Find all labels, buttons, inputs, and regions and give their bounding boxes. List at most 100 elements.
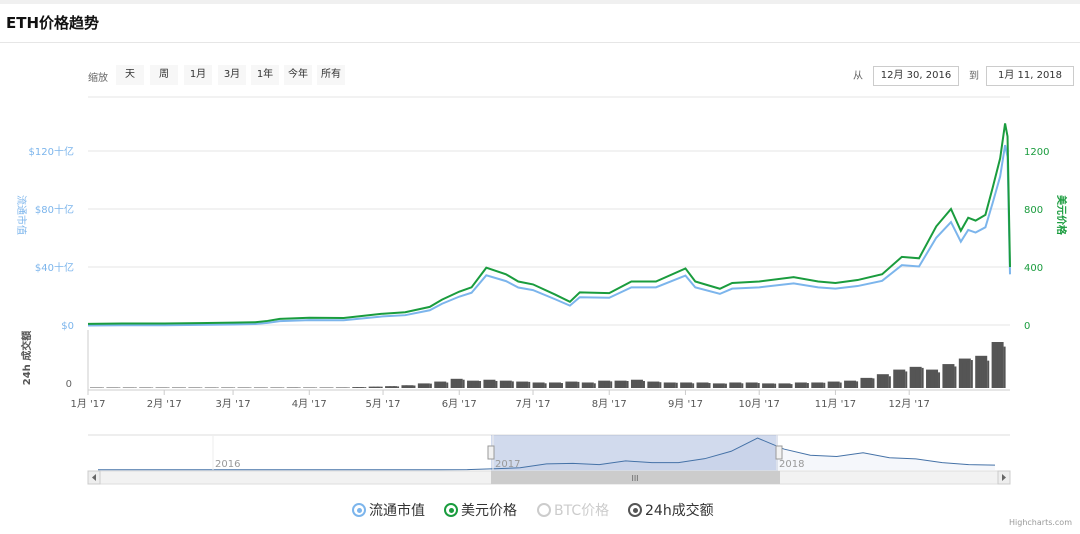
volume-bar — [946, 365, 949, 388]
volume-bar — [638, 380, 641, 388]
volume-bar — [602, 381, 605, 388]
volume-bar — [934, 370, 937, 388]
volume-bar — [577, 381, 580, 388]
volume-bar — [802, 383, 805, 388]
volume-bar — [667, 383, 670, 388]
volume-bar — [507, 381, 510, 388]
legend-market-cap[interactable]: 流通市值 — [352, 500, 425, 520]
volume-bar — [864, 379, 867, 388]
legend-price[interactable]: 美元价格 — [444, 500, 517, 520]
top-bar — [0, 0, 1080, 4]
volume-bar — [688, 382, 691, 388]
radio-icon — [444, 503, 458, 517]
volume-bar — [389, 386, 392, 388]
market-cap-line — [87, 144, 1011, 327]
volume-bar — [704, 383, 707, 388]
zoom-ytd-button[interactable]: 今年 — [284, 65, 312, 85]
volume-bar — [573, 382, 576, 388]
volume-bar — [806, 383, 809, 388]
volume-bar — [626, 381, 629, 388]
volume-bar — [524, 382, 527, 388]
navigator-handle[interactable] — [487, 445, 495, 460]
volume-bar — [819, 383, 822, 388]
volume-bar — [815, 383, 818, 388]
navigator-year-label: 2018 — [779, 459, 804, 470]
volume-bar — [872, 378, 875, 388]
range-to-input[interactable]: 1月 11, 2018 — [986, 66, 1074, 86]
volume-bar — [905, 371, 908, 388]
zoom-week-button[interactable]: 周 — [150, 65, 178, 85]
volume-bar — [913, 370, 916, 388]
volume-bar — [766, 384, 769, 388]
legend-volume[interactable]: 24h成交额 — [628, 500, 714, 520]
volume-bar — [376, 386, 379, 388]
volume-bar — [770, 383, 773, 388]
volume-bar — [979, 359, 982, 388]
arrow-right-icon — [1002, 474, 1006, 481]
navigator-year-label: 2016 — [215, 459, 240, 470]
legend-label: BTC价格 — [554, 503, 610, 519]
right-axis-tick: 0 — [1024, 321, 1030, 332]
volume-bar — [757, 383, 760, 388]
navigator-handle[interactable] — [775, 445, 783, 460]
left-axis-tick: $0 — [61, 321, 74, 332]
navigator-year-label: 2017 — [495, 459, 520, 470]
zoom-1m-button[interactable]: 1月 — [184, 65, 212, 85]
volume-bar — [651, 381, 654, 388]
legend-label: 24h成交额 — [645, 503, 714, 519]
volume-bar — [356, 387, 359, 388]
divider — [0, 42, 1080, 43]
x-axis-tick: 6月 '17 — [442, 398, 477, 410]
zoom-day-button[interactable]: 天 — [116, 65, 144, 85]
zoom-1y-button[interactable]: 1年 — [251, 65, 279, 85]
right-axis-tick: 400 — [1024, 263, 1043, 274]
legend-btc-price[interactable]: BTC价格 — [537, 500, 609, 520]
highcharts-credit[interactable]: Highcharts.com — [1009, 518, 1072, 527]
volume-bar — [458, 380, 461, 388]
volume-bar — [987, 360, 990, 388]
volume-bar — [380, 386, 383, 388]
volume-bar — [930, 371, 933, 388]
volume-bar — [393, 386, 396, 388]
volume-bar — [983, 357, 986, 388]
x-axis-tick: 4月 '17 — [292, 398, 327, 410]
zoom-all-button[interactable]: 所有 — [317, 65, 345, 85]
left-axis-tick: $120十亿 — [29, 145, 74, 158]
volume-bar — [634, 380, 637, 388]
volume-bar — [856, 381, 859, 388]
volume-bar — [839, 382, 842, 388]
navigator-area — [98, 438, 995, 470]
volume-bar — [753, 383, 756, 388]
volume-bar — [372, 386, 375, 388]
volume-bar — [852, 381, 855, 388]
volume-bar — [421, 384, 424, 388]
right-axis-tick: 1200 — [1024, 147, 1049, 158]
x-axis-tick: 7月 '17 — [516, 398, 551, 410]
volume-bar — [716, 384, 719, 388]
volume-bar — [442, 381, 445, 388]
volume-bar — [446, 382, 449, 388]
volume-bar — [495, 380, 498, 388]
price-chart: 0 $0 400 $40十亿 800 $80十亿 1200 $120十亿 1月 '17 2月 '1… — [15, 96, 1068, 485]
volume-bar — [589, 382, 592, 388]
scrollbar-thumb[interactable] — [491, 471, 780, 484]
volume-bar — [503, 381, 506, 388]
range-from-input[interactable]: 12月 30, 2016 — [873, 66, 959, 86]
volume-bar — [671, 383, 674, 388]
volume-bar — [724, 383, 727, 388]
volume-bar — [737, 382, 740, 388]
left-axis-tick: $40十亿 — [35, 261, 74, 274]
volume-bar — [868, 378, 871, 388]
volume-bar — [438, 382, 441, 388]
volume-bar — [786, 383, 789, 388]
volume-bar — [397, 386, 400, 388]
x-axis-tick: 1月 '17 — [70, 398, 105, 410]
volume-bar — [343, 387, 346, 388]
volume-bar — [954, 366, 957, 388]
volume-bar — [520, 382, 523, 388]
x-axis-tick: 8月 '17 — [592, 398, 627, 410]
volume-bar — [544, 383, 547, 388]
volume-bar — [884, 374, 887, 388]
volume-bar — [917, 368, 920, 388]
zoom-3m-button[interactable]: 3月 — [218, 65, 246, 85]
